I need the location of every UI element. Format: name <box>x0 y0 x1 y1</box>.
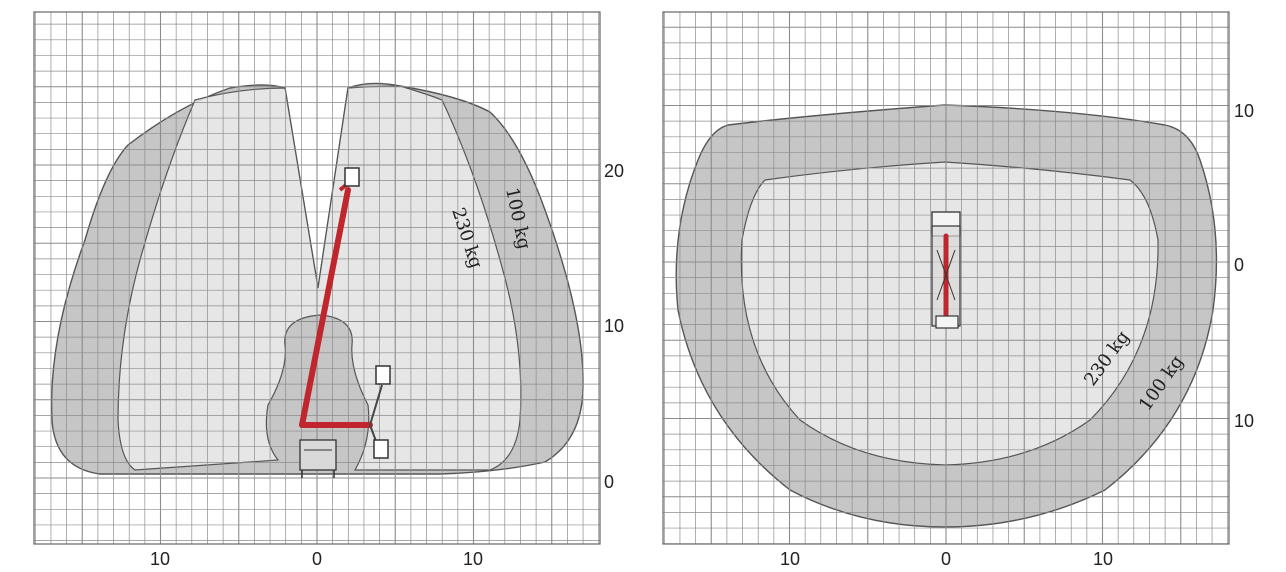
side-view-y-tick-20: 20 <box>604 161 624 181</box>
chassis <box>299 439 337 471</box>
top-view-x-tick-right: 10 <box>1093 549 1113 569</box>
side-view-x-tick-left: 10 <box>150 549 170 569</box>
chassis-diagonal-b <box>936 249 956 301</box>
side-view-boom-illustration <box>299 167 391 478</box>
top-view-grid <box>663 12 1229 545</box>
rear-axle <box>935 315 959 329</box>
side-view-x-tick-center: 0 <box>312 549 322 569</box>
side-view-y-tick-0: 0 <box>604 472 614 492</box>
top-view-x-tick-left: 10 <box>780 549 800 569</box>
side-view-frame <box>33 11 601 545</box>
short-jib-up <box>369 384 383 426</box>
upper-basket <box>344 167 360 187</box>
top-view-y-tick-lower: 10 <box>1234 411 1254 431</box>
top-view-machine-illustration <box>931 211 961 329</box>
side-view-x-tick-right: 10 <box>463 549 483 569</box>
side-view-y-tick-10: 10 <box>604 316 624 336</box>
middle-basket <box>375 365 391 385</box>
top-view-x-tick-center: 0 <box>941 549 951 569</box>
lower-basket <box>373 439 389 459</box>
side-view-grid <box>34 12 600 544</box>
main-boom-arm <box>299 187 351 428</box>
top-view-y-tick-upper: 10 <box>1234 101 1254 121</box>
top-view-frame <box>662 11 1230 545</box>
top-view-panel: 100 kg 230 kg 10 0 10 10 0 10 <box>662 11 1254 569</box>
side-view-panel: 100 kg 230 kg 10 0 10 20 10 0 <box>33 11 624 569</box>
top-view-y-tick-center: 0 <box>1234 255 1244 275</box>
